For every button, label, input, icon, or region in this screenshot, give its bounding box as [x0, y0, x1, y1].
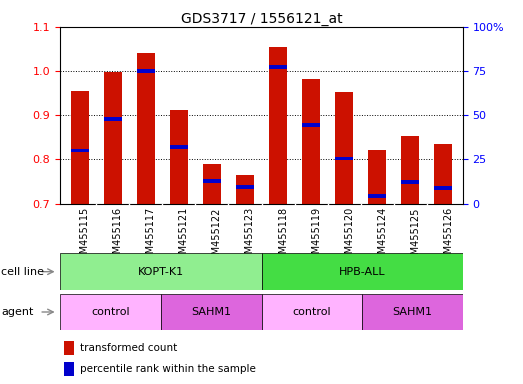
Text: percentile rank within the sample: percentile rank within the sample — [81, 364, 256, 374]
Bar — [170, 110, 188, 204]
Text: cell line: cell line — [1, 266, 44, 277]
Bar — [368, 194, 386, 197]
Bar — [236, 185, 254, 189]
Text: GSM455124: GSM455124 — [377, 207, 387, 266]
Bar — [262, 294, 362, 330]
Bar — [362, 294, 463, 330]
Text: GSM455120: GSM455120 — [344, 207, 354, 266]
Bar — [104, 72, 122, 204]
Bar — [262, 253, 463, 290]
Text: GDS3717 / 1556121_at: GDS3717 / 1556121_at — [180, 12, 343, 25]
Text: transformed count: transformed count — [81, 343, 177, 353]
Bar — [335, 92, 353, 204]
Text: agent: agent — [1, 307, 33, 317]
Bar — [60, 253, 262, 290]
Text: GSM455122: GSM455122 — [212, 207, 222, 266]
Bar — [203, 164, 221, 204]
Bar — [71, 91, 89, 204]
Bar — [64, 362, 74, 376]
Text: GSM455119: GSM455119 — [311, 207, 321, 266]
Bar — [60, 294, 161, 330]
Bar — [203, 179, 221, 184]
Bar — [137, 69, 155, 73]
Bar — [161, 294, 262, 330]
Bar — [434, 144, 452, 204]
Text: SAHM1: SAHM1 — [393, 307, 433, 317]
Bar — [236, 175, 254, 204]
Text: HPB-ALL: HPB-ALL — [339, 266, 385, 277]
Text: GSM455116: GSM455116 — [113, 207, 123, 266]
Text: GSM455123: GSM455123 — [245, 207, 255, 266]
Text: control: control — [91, 307, 130, 317]
Bar — [269, 65, 287, 69]
Bar — [401, 136, 419, 204]
Bar — [434, 186, 452, 190]
Bar — [104, 117, 122, 121]
Bar — [137, 53, 155, 204]
Bar — [335, 157, 353, 161]
Bar — [302, 123, 320, 127]
Text: GSM455125: GSM455125 — [410, 207, 420, 266]
Bar — [170, 145, 188, 149]
Text: GSM455117: GSM455117 — [146, 207, 156, 266]
Text: GSM455126: GSM455126 — [443, 207, 453, 266]
Bar — [64, 341, 74, 355]
Text: KOPT-K1: KOPT-K1 — [138, 266, 184, 277]
Bar — [71, 149, 89, 152]
Text: control: control — [292, 307, 331, 317]
Bar — [302, 79, 320, 204]
Text: SAHM1: SAHM1 — [191, 307, 231, 317]
Bar — [401, 180, 419, 184]
Bar — [269, 47, 287, 204]
Bar — [368, 150, 386, 204]
Text: GSM455121: GSM455121 — [179, 207, 189, 266]
Text: GSM455115: GSM455115 — [80, 207, 90, 266]
Text: GSM455118: GSM455118 — [278, 207, 288, 266]
